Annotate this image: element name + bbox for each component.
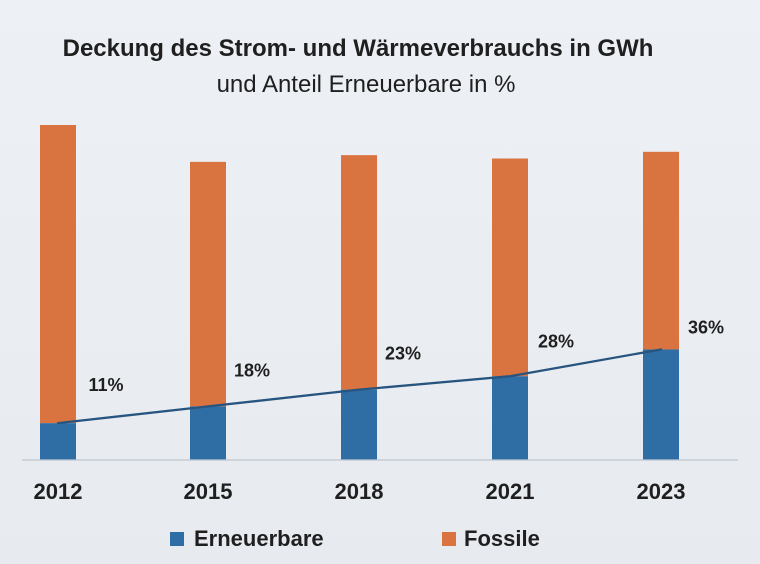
bar-fossile	[492, 158, 528, 377]
bar-erneuerbare	[190, 406, 226, 460]
share-line-layer	[56, 348, 663, 425]
percentage-label-layer: 11% 18% 23% 28% 36%	[88, 317, 724, 395]
chart-title-group: Deckung des Strom- und Wärmeverbrauchs i…	[63, 35, 654, 98]
bar-erneuerbare	[492, 376, 528, 460]
bar-fossile	[40, 125, 76, 424]
legend: Erneuerbare Fossile	[170, 526, 540, 551]
percentage-label: 28%	[538, 331, 574, 351]
bar-fossile	[190, 161, 226, 407]
x-tick-label: 2015	[184, 479, 233, 504]
x-tick-label: 2018	[335, 479, 384, 504]
legend-swatch-erneuerbare	[170, 532, 184, 546]
percentage-label: 23%	[385, 344, 421, 364]
x-tick-label: 2021	[486, 479, 535, 504]
legend-label-fossile: Fossile	[464, 526, 540, 551]
bar-fossile	[341, 155, 377, 390]
chart-subtitle: und Anteil Erneuerbare in %	[217, 71, 516, 98]
percentage-label: 36%	[688, 317, 724, 337]
legend-swatch-fossile	[442, 532, 456, 546]
bar-erneuerbare	[341, 389, 377, 460]
plot-area	[40, 125, 679, 460]
legend-label-erneuerbare: Erneuerbare	[194, 526, 324, 551]
bar-erneuerbare	[643, 349, 679, 460]
bar-erneuerbare	[40, 423, 76, 460]
percentage-label: 11%	[88, 375, 123, 395]
bar-fossile	[643, 151, 679, 350]
chart-title: Deckung des Strom- und Wärmeverbrauchs i…	[63, 35, 654, 62]
x-tick-label: 2023	[637, 479, 686, 504]
x-axis: 2012 2015 2018 2021 2023	[22, 459, 738, 504]
percentage-label: 18%	[234, 360, 270, 380]
x-tick-label: 2012	[34, 479, 83, 504]
share-line	[56, 348, 663, 425]
